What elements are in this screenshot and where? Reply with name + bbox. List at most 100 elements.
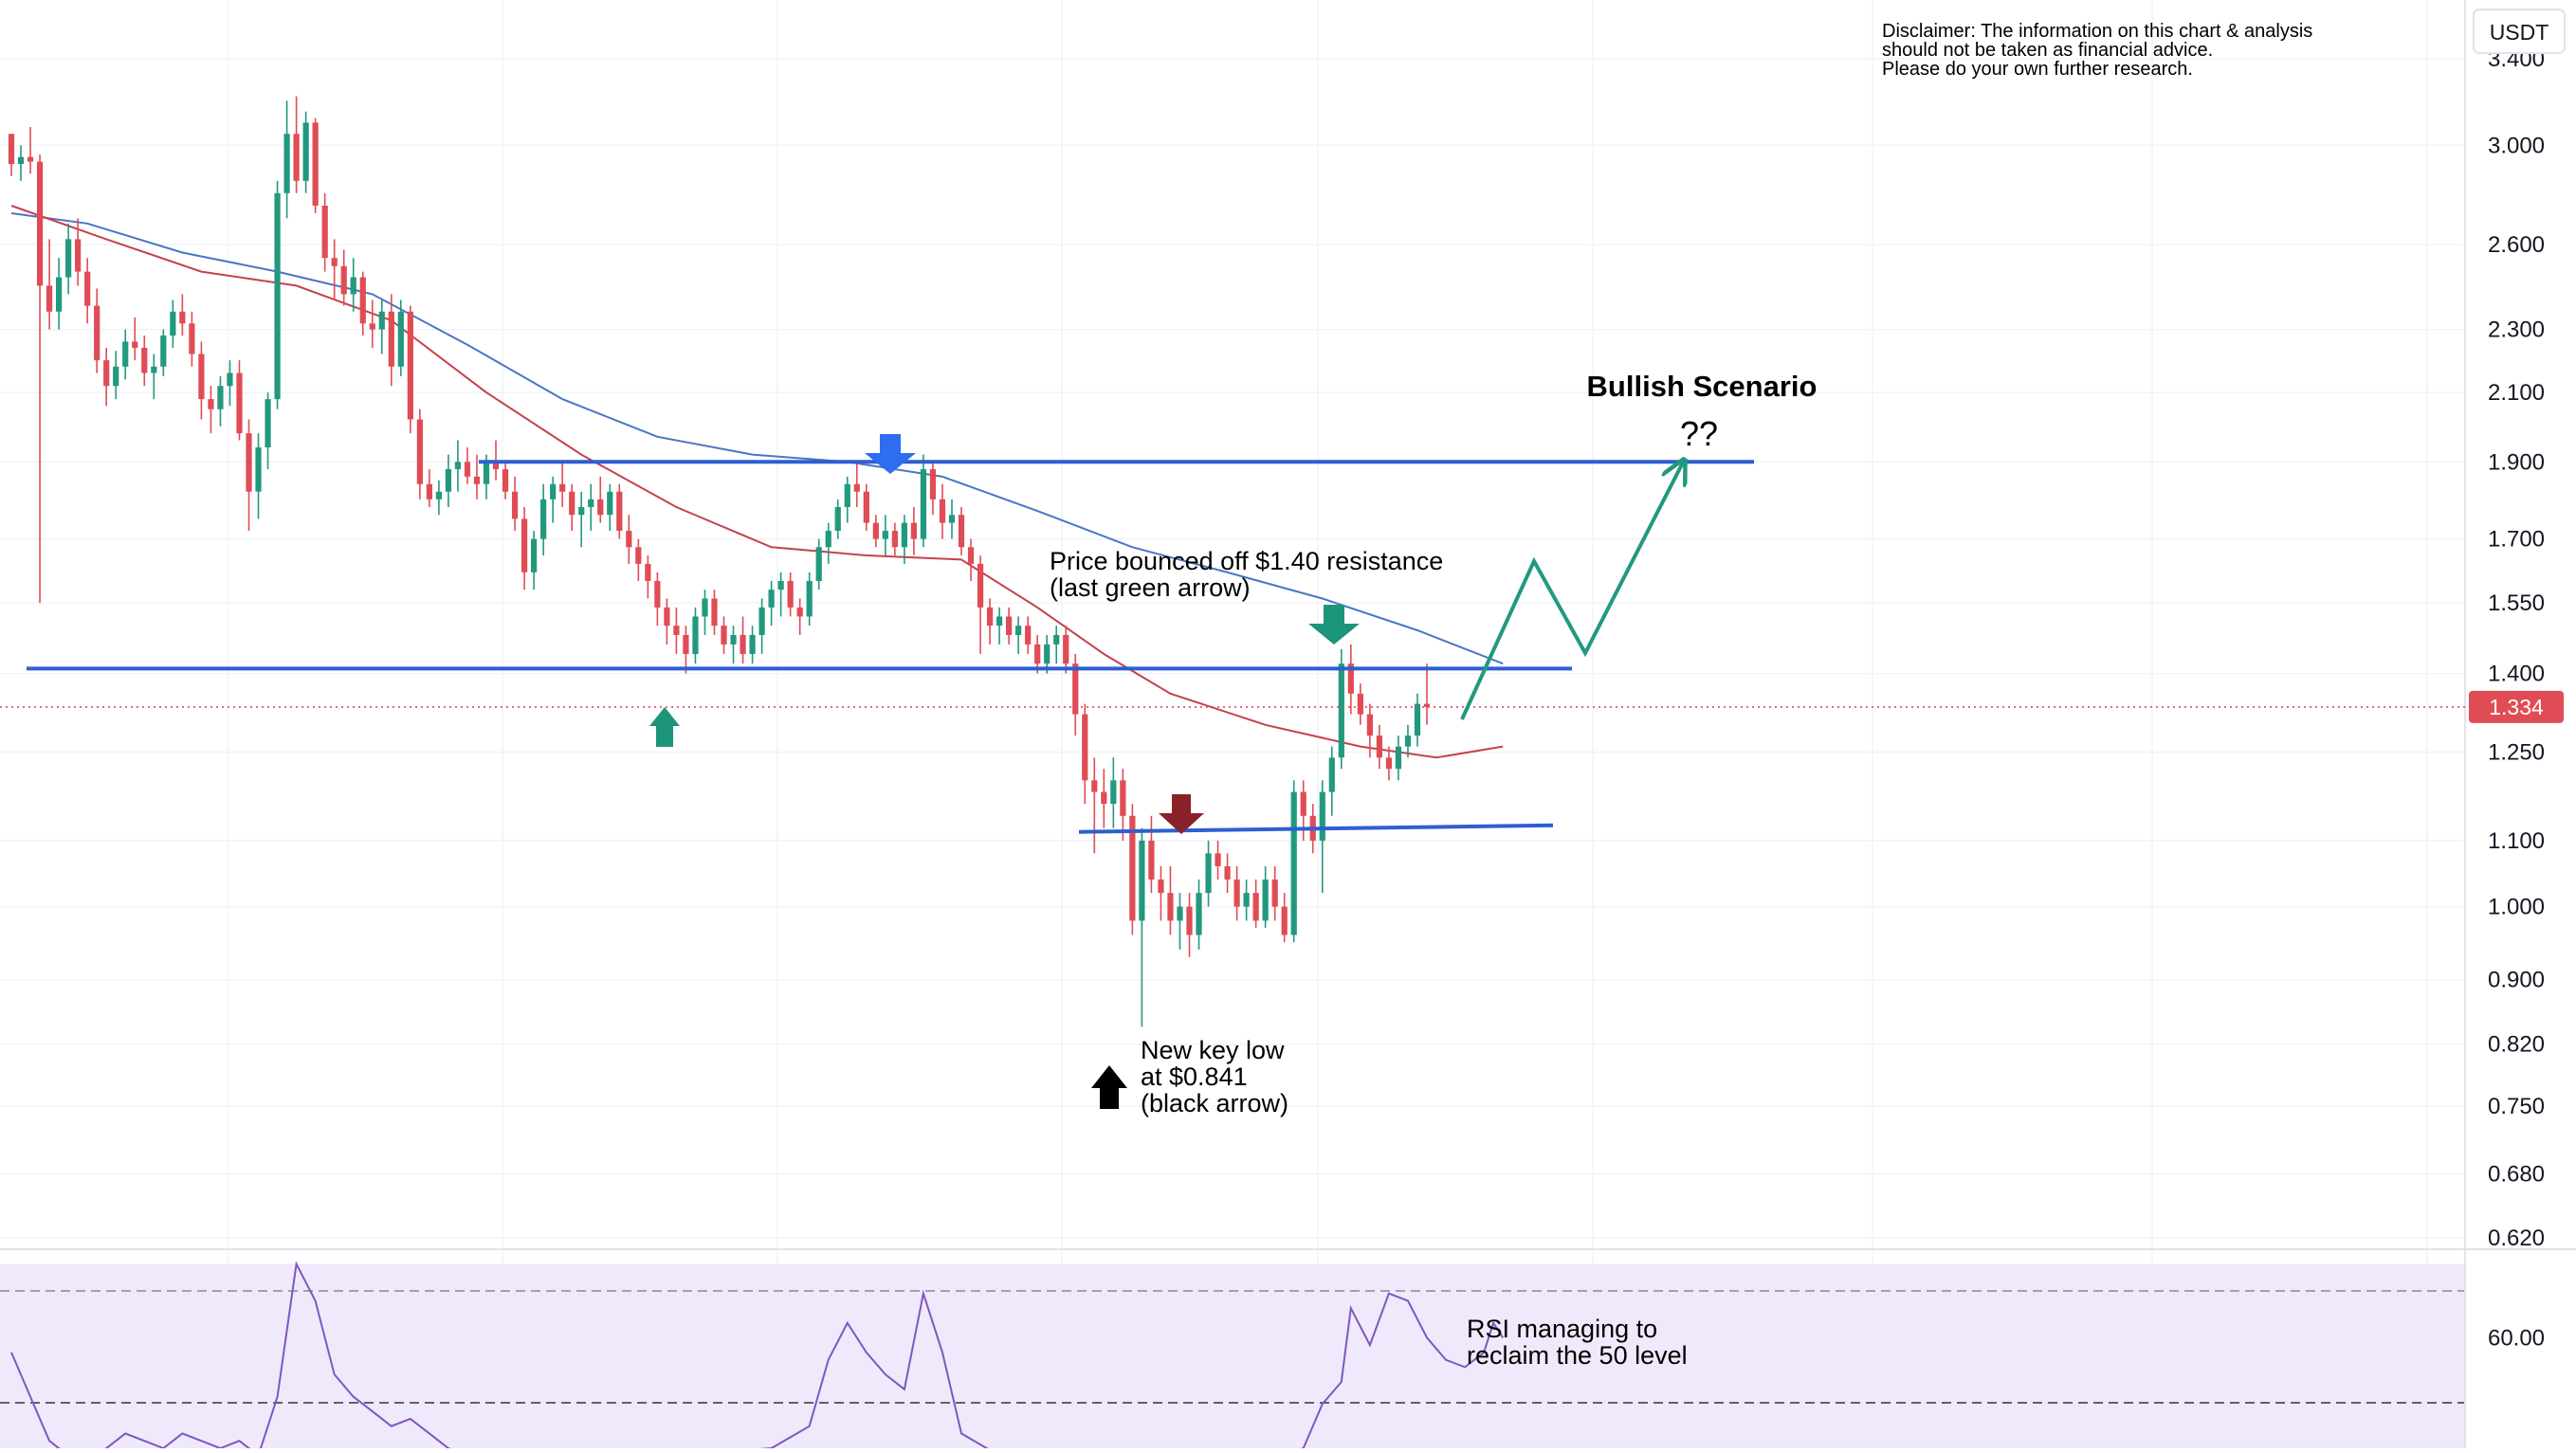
candle bbox=[312, 118, 319, 213]
candle bbox=[531, 531, 538, 590]
candle-body bbox=[217, 386, 224, 409]
candle-body bbox=[369, 323, 375, 330]
candle-body bbox=[1290, 791, 1297, 935]
candle-body bbox=[426, 483, 432, 499]
candle-body bbox=[17, 156, 25, 165]
candle-body bbox=[1224, 865, 1231, 880]
candle-body bbox=[521, 518, 528, 572]
candle-body bbox=[1006, 616, 1013, 635]
candle bbox=[454, 440, 462, 492]
candle-body bbox=[378, 311, 385, 330]
candle bbox=[293, 96, 300, 193]
candle bbox=[578, 491, 585, 548]
moving-average-blue bbox=[10, 212, 1504, 665]
candle bbox=[967, 538, 975, 581]
candle-body bbox=[597, 499, 604, 516]
candle-body bbox=[806, 580, 813, 617]
candle bbox=[1357, 683, 1363, 725]
candle-body bbox=[227, 372, 233, 387]
candle-body bbox=[569, 491, 575, 516]
candle bbox=[768, 580, 775, 627]
rsi-pane bbox=[0, 1261, 2465, 1453]
candle-body bbox=[132, 341, 138, 348]
candle bbox=[246, 419, 252, 532]
candle-body bbox=[1053, 634, 1060, 645]
candle-body bbox=[321, 205, 328, 259]
candle-body bbox=[1034, 644, 1041, 664]
bullish-scenario-title: Bullish Scenario bbox=[1587, 370, 1818, 403]
candle-body bbox=[1015, 626, 1022, 635]
support-line-1100[interactable] bbox=[1078, 823, 1554, 834]
candle-body bbox=[1167, 893, 1174, 921]
candle-body bbox=[948, 515, 956, 523]
rsi-axis: 60.00 bbox=[2488, 1325, 2545, 1351]
candle bbox=[331, 239, 338, 300]
candle bbox=[1015, 616, 1022, 654]
candle-body bbox=[891, 531, 898, 548]
bullish-projection-path[interactable] bbox=[1460, 463, 1683, 720]
candle bbox=[1082, 703, 1088, 805]
candle-body bbox=[464, 462, 471, 477]
candle-body bbox=[967, 547, 975, 564]
candle-body bbox=[1205, 853, 1212, 894]
moving-averages bbox=[10, 205, 1504, 759]
candle bbox=[1167, 865, 1174, 935]
candle bbox=[863, 483, 869, 532]
candle bbox=[711, 590, 718, 635]
candle bbox=[635, 538, 642, 581]
candle-body bbox=[986, 607, 994, 627]
candle-body bbox=[141, 347, 148, 373]
candle bbox=[103, 347, 110, 407]
candle-body bbox=[151, 366, 157, 373]
candle-body bbox=[397, 311, 404, 367]
candle bbox=[891, 522, 898, 556]
black-up-arrow bbox=[1091, 1065, 1127, 1109]
candle-body bbox=[559, 483, 566, 492]
rsi-line bbox=[10, 1261, 1505, 1453]
price-axis[interactable]: 3.4003.0002.6002.3002.1001.9001.7001.550… bbox=[2488, 46, 2545, 1251]
currency-button[interactable]: USDT bbox=[2473, 9, 2566, 54]
bounce-note-line1: Price bounced off $1.40 resistance bbox=[1050, 547, 1443, 575]
candle-body bbox=[8, 134, 15, 165]
candle bbox=[834, 499, 841, 539]
candle-body bbox=[664, 607, 670, 627]
bounce-note-line2: (last green arrow) bbox=[1050, 573, 1251, 602]
candle bbox=[1006, 607, 1013, 645]
candle-body bbox=[1414, 703, 1421, 736]
candle bbox=[1300, 780, 1306, 841]
candle bbox=[806, 572, 813, 627]
candle-body bbox=[616, 491, 623, 532]
price-tick-label: 0.820 bbox=[2488, 1032, 2545, 1058]
candle-body bbox=[1262, 879, 1269, 921]
candle-body bbox=[113, 366, 119, 387]
candle bbox=[179, 294, 186, 336]
candle bbox=[84, 258, 91, 324]
candle bbox=[473, 454, 481, 499]
candle bbox=[46, 239, 53, 330]
key-low-note-line2: at $0.841 bbox=[1141, 1063, 1248, 1091]
candle-body bbox=[740, 634, 746, 654]
candle-body bbox=[1423, 703, 1431, 707]
candle bbox=[740, 616, 746, 664]
candle-body bbox=[777, 580, 784, 590]
green-down-arrow bbox=[1308, 605, 1360, 645]
candle bbox=[787, 572, 794, 617]
candle-body bbox=[1300, 791, 1306, 816]
candle bbox=[464, 447, 471, 484]
annotations: Bullish Scenario ?? Price bounced off $1… bbox=[1050, 370, 1817, 1370]
candle bbox=[445, 454, 452, 507]
candle bbox=[673, 607, 680, 654]
candle bbox=[758, 598, 765, 654]
candle bbox=[151, 354, 157, 400]
candle bbox=[75, 218, 82, 286]
price-tick-label: 0.680 bbox=[2488, 1162, 2545, 1188]
candle bbox=[882, 515, 888, 556]
candle-body bbox=[721, 626, 727, 645]
candle bbox=[502, 462, 509, 499]
candle bbox=[844, 476, 850, 523]
candle bbox=[388, 294, 394, 387]
candle bbox=[1025, 616, 1032, 654]
price-tick-label: 1.400 bbox=[2488, 662, 2545, 687]
candle bbox=[702, 590, 708, 635]
